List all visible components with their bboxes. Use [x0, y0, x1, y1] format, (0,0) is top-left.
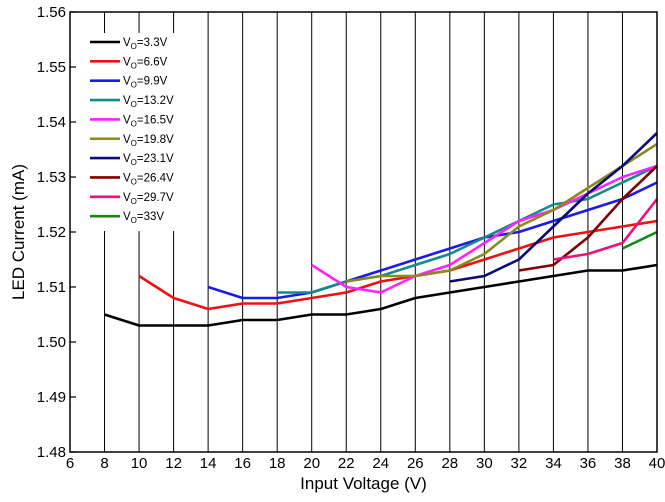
- x-tick-label: 20: [303, 455, 320, 472]
- x-tick-label: 12: [165, 455, 182, 472]
- axis-ticks: 6 8 10 12 14 16 18 20 22 24 26 28 30 32 34 36 38 40 1.48 1.…: [37, 4, 665, 472]
- series-line: [345, 142, 658, 283]
- legend-label: VO=26.4V: [123, 172, 174, 186]
- legend: VO=3.3V VO=6.6V VO=9.9V VO=13.2V VO=16.5V VO=…: [78, 33, 186, 231]
- x-tick-label: 26: [407, 455, 424, 472]
- legend-label: VO=29.7V: [123, 192, 174, 206]
- y-tick-label: 1.50: [37, 334, 66, 351]
- y-tick-label: 1.56: [37, 4, 66, 21]
- x-tick-label: 40: [649, 455, 665, 472]
- x-tick-label: 30: [476, 455, 493, 472]
- legend-label: VO=9.9V: [123, 76, 168, 90]
- x-tick-label: 10: [131, 455, 148, 472]
- series-line: [311, 164, 658, 294]
- y-tick-label: 1.52: [37, 224, 66, 241]
- legend-label: VO=16.5V: [123, 114, 174, 128]
- legend-label: VO=13.2V: [123, 95, 174, 109]
- series-line: [518, 165, 658, 272]
- x-tick-label: 38: [614, 455, 631, 472]
- y-tick-label: 1.51: [37, 279, 66, 296]
- series-line: [207, 181, 658, 300]
- legend-label: VO=6.6V: [123, 56, 168, 70]
- series-line: [104, 263, 658, 327]
- x-tick-label: 22: [338, 455, 355, 472]
- series-line: [449, 132, 658, 283]
- x-tick-label: 24: [372, 455, 389, 472]
- x-tick-label: 16: [234, 455, 251, 472]
- x-tick-label: 14: [200, 455, 217, 472]
- x-axis-title: Input Voltage (V): [300, 474, 427, 493]
- legend-label: VO=33V: [123, 211, 164, 225]
- x-tick-label: 28: [441, 455, 458, 472]
- legend-label: VO=23.1V: [123, 153, 174, 167]
- series-line: [553, 198, 659, 261]
- y-tick-label: 1.55: [37, 59, 66, 76]
- series-line: [138, 219, 658, 311]
- y-tick-label: 1.48: [37, 444, 66, 461]
- y-axis-title: LED Current (mA): [9, 164, 28, 300]
- legend-label: VO=3.3V: [123, 37, 168, 51]
- x-tick-label: 34: [545, 455, 562, 472]
- y-tick-label: 1.53: [37, 169, 66, 186]
- y-tick-label: 1.49: [37, 389, 66, 406]
- x-tick-label: 36: [580, 455, 597, 472]
- x-tick-label: 32: [511, 455, 528, 472]
- x-tick-label: 8: [100, 455, 108, 472]
- y-tick-label: 1.54: [37, 114, 66, 131]
- series-line: [621, 230, 658, 250]
- legend-label: VO=19.8V: [123, 134, 174, 148]
- series-lines: [104, 132, 659, 327]
- x-tick-label: 18: [269, 455, 286, 472]
- x-tick-label: 6: [66, 455, 74, 472]
